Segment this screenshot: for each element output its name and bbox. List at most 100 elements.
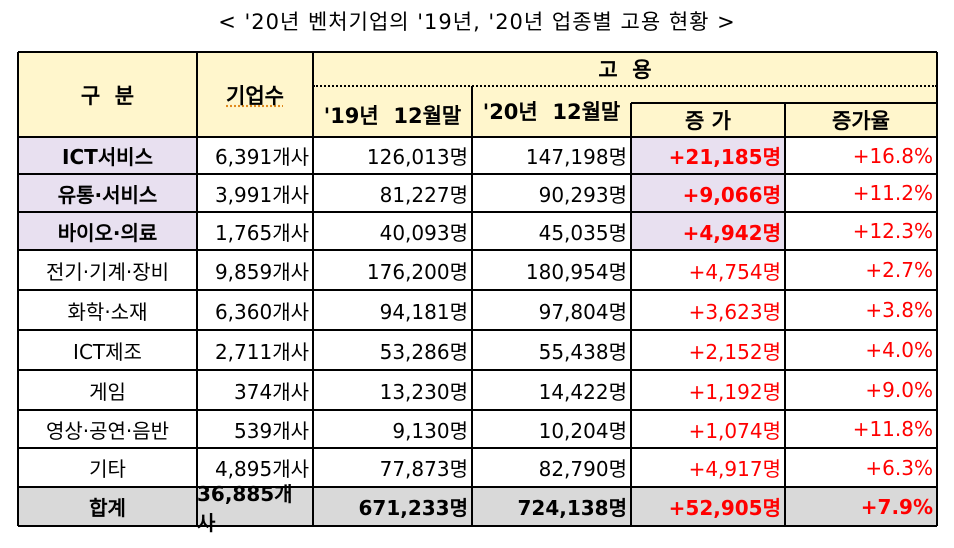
grid-line: [18, 289, 937, 291]
cell-rate-value: +2.7%: [865, 258, 933, 282]
grid-line: [784, 103, 786, 526]
cell-category-value: 게임: [89, 379, 126, 404]
cell-2019-value: 53,286명: [379, 339, 468, 364]
cell-category: 게임: [18, 370, 197, 410]
header-companies-label: 기업수: [226, 83, 284, 108]
grid-line: [18, 211, 937, 213]
cell-2020-value: 82,790명: [538, 457, 627, 481]
cell-category: 전기·기계·장비: [18, 250, 197, 290]
cell-2019: 77,873명: [313, 448, 472, 487]
cell-category-value: ICT서비스: [62, 145, 153, 169]
grid-line: [18, 447, 937, 449]
header-increase-rate-label: 증가율: [832, 109, 890, 133]
cell-2020-value: 14,422명: [538, 379, 627, 404]
cell-2019: 81,227명: [313, 174, 472, 212]
cell-companies: 2,711개사: [197, 330, 313, 370]
cell-2020: 10,204명: [472, 410, 631, 448]
cell-increase: +52,905명: [631, 487, 785, 526]
cell-companies-value: 9,859개사: [214, 259, 309, 284]
cell-category: 유통·서비스: [18, 174, 197, 212]
header-employment-label: 고 용: [598, 58, 652, 82]
cell-rate: +11.2%: [785, 174, 937, 212]
cell-2020: 180,954명: [472, 250, 631, 290]
cell-companies: 6,391개사: [197, 137, 313, 174]
header-2020: '20년 12월말: [472, 86, 631, 137]
cell-2020: 90,293명: [472, 174, 631, 212]
cell-increase: +4,942명: [631, 212, 785, 250]
cell-2020-value: 55,438명: [538, 339, 627, 364]
header-employment: 고 용: [313, 52, 937, 86]
grid-line: [18, 51, 937, 53]
cell-rate-value: +4.0%: [865, 338, 933, 362]
cell-category: 영상·공연·음반: [18, 410, 197, 448]
cell-rate-value: +6.3%: [865, 455, 933, 480]
header-2020-label: '20년 12월말: [482, 100, 621, 124]
cell-increase-value: +4,754명: [688, 259, 781, 284]
cell-companies: 374개사: [197, 370, 313, 410]
cell-2019-value: 40,093명: [379, 220, 468, 245]
cell-companies-value: 2,711개사: [214, 339, 309, 364]
cell-companies-value: 3,991개사: [214, 182, 309, 207]
cell-2019-value: 77,873명: [379, 457, 468, 481]
employment-table: 구 분 기업수 고 용 '19년 12월말 '20년 12월말 증 가 증가율 …: [17, 51, 938, 535]
cell-2020-value: 180,954명: [525, 259, 627, 284]
cell-increase: +3,623명: [631, 290, 785, 330]
cell-increase: +9,066명: [631, 174, 785, 212]
cell-increase: +1,192명: [631, 370, 785, 410]
cell-increase-value: +9,066명: [682, 182, 781, 207]
grid-line: [936, 52, 938, 526]
cell-2020: 55,438명: [472, 330, 631, 370]
grid-line: [196, 52, 198, 526]
cell-2020-value: 90,293명: [538, 182, 627, 207]
cell-2019: 126,013명: [313, 137, 472, 174]
cell-2019-value: 671,233명: [358, 496, 469, 520]
cell-companies: 3,991개사: [197, 174, 313, 212]
cell-category: 합계: [18, 487, 197, 526]
cell-category-value: 합계: [89, 496, 126, 520]
cell-rate-value: +9.0%: [865, 378, 933, 402]
cell-increase-value: +52,905명: [668, 496, 781, 520]
cell-2019-value: 126,013명: [366, 145, 468, 169]
grid-line: [313, 85, 937, 87]
cell-category-value: ICT제조: [73, 339, 142, 364]
cell-increase: +4,917명: [631, 448, 785, 487]
cell-companies: 1,765개사: [197, 212, 313, 250]
cell-companies-value: 1,765개사: [214, 220, 309, 245]
cell-rate-value: +3.8%: [865, 298, 933, 322]
cell-2019-value: 81,227명: [379, 182, 468, 207]
cell-category: ICT제조: [18, 330, 197, 370]
cell-category: 화학·소재: [18, 290, 197, 330]
grid-line: [18, 173, 937, 175]
header-filler: [631, 86, 937, 103]
cell-2019: 9,130명: [313, 410, 472, 448]
cell-companies: 36,885개사: [197, 482, 313, 535]
cell-companies-value: 6,391개사: [214, 145, 309, 169]
cell-increase-value: +3,623명: [688, 299, 781, 324]
cell-rate-value: +7.9%: [860, 494, 933, 519]
cell-rate-value: +12.3%: [852, 219, 933, 243]
cell-category-value: 전기·기계·장비: [45, 259, 170, 284]
cell-category: 기타: [18, 448, 197, 487]
cell-companies: 539개사: [197, 410, 313, 448]
header-increase-label: 증 가: [685, 109, 731, 133]
grid-line: [312, 52, 314, 526]
cell-increase: +2,152명: [631, 330, 785, 370]
cell-rate: +7.9%: [785, 487, 937, 526]
cell-companies-value: 539개사: [234, 418, 309, 443]
header-2019: '19년 12월말: [313, 86, 472, 137]
cell-companies: 6,360개사: [197, 290, 313, 330]
cell-rate-value: +11.8%: [852, 417, 933, 441]
cell-increase-value: +4,942명: [682, 220, 781, 245]
cell-rate: +9.0%: [785, 370, 937, 410]
cell-2020-value: 97,804명: [538, 299, 627, 324]
grid-line: [17, 52, 19, 526]
cell-2020-value: 45,035명: [538, 220, 627, 245]
cell-2019: 40,093명: [313, 212, 472, 250]
cell-category-value: 기타: [89, 457, 126, 481]
cell-rate-value: +11.2%: [852, 181, 933, 205]
header-2019-label: '19년 12월말: [323, 103, 462, 128]
cell-companies-value: 6,360개사: [214, 299, 309, 324]
cell-2020: 45,035명: [472, 212, 631, 250]
cell-rate: +4.0%: [785, 330, 937, 370]
cell-category-value: 바이오·의료: [57, 220, 158, 245]
